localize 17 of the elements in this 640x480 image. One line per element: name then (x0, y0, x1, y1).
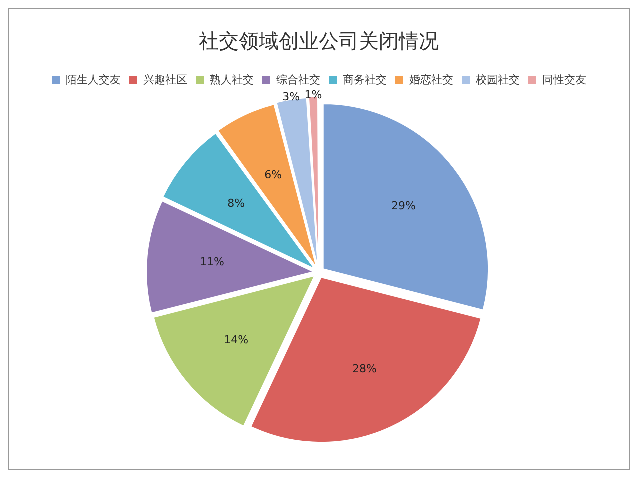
legend-label: 校园社交 (475, 73, 520, 86)
legend-label: 兴趣社区 (144, 73, 188, 86)
data-label: 28% (352, 362, 377, 376)
legend-label: 综合社交 (276, 73, 320, 86)
data-label: 29% (392, 200, 416, 213)
data-label: 8% (228, 196, 246, 210)
legend-label: 陌生人交友 (66, 73, 121, 86)
legend-label: 同性交友 (542, 73, 586, 86)
data-label: 14% (224, 334, 249, 347)
data-label: 6% (264, 168, 282, 182)
chart-title: 社交领域创业公司关闭情况 (199, 29, 439, 54)
data-label: 11% (200, 255, 224, 268)
data-label: 3% (282, 90, 300, 104)
data-label: 1% (304, 88, 322, 102)
legend-label: 婚恋社交 (410, 73, 454, 86)
legend-label: 熟人社交 (210, 73, 254, 86)
legend-label: 商务社交 (343, 73, 387, 86)
